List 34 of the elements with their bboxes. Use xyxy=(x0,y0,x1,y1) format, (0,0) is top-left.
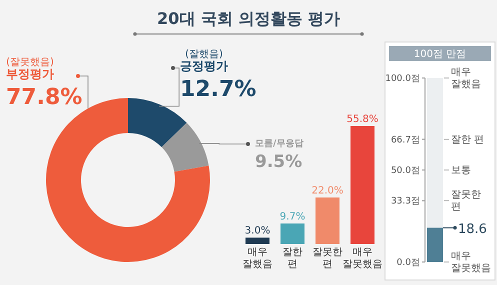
donut-slice xyxy=(162,122,209,172)
chart-title: 100점 만점 xyxy=(414,49,466,60)
data-label: 18.6 xyxy=(458,222,487,237)
data-label: 9.7% xyxy=(280,211,306,222)
y-tick-label: 66.7점 xyxy=(390,135,420,146)
bar xyxy=(246,238,270,244)
x-tick-label: 잘한 편 xyxy=(282,247,302,270)
data-label: 12.7% xyxy=(180,77,256,102)
y-tick-label: 0.0점 xyxy=(396,258,420,268)
bar xyxy=(316,197,340,244)
x-tick-label: 매우 잘했음 xyxy=(242,247,272,270)
data-label: 9.5% xyxy=(255,152,302,172)
ref-line-label: 잘못한 편 xyxy=(451,190,481,213)
ref-line-label: 잘한 편 xyxy=(451,134,484,146)
data-label: 3.0% xyxy=(244,226,270,237)
data-label: 22.0% xyxy=(312,185,344,196)
chart-title: 20대 국회 의정활동 평가 xyxy=(157,9,340,28)
bar xyxy=(280,223,304,244)
y-tick-label: 50.0점 xyxy=(390,166,420,176)
text: (잘했음) xyxy=(185,49,223,60)
x-tick-label: 매우 잘못했음 xyxy=(342,247,382,270)
slice-label: 긍정평가 xyxy=(180,59,228,73)
y-tick-label: 33.3점 xyxy=(390,196,420,207)
data-label: 77.8% xyxy=(6,85,82,110)
bar xyxy=(350,126,374,244)
slice-label: 모름/무응답 xyxy=(255,139,304,149)
text: (잘못했음) xyxy=(6,57,54,68)
data-label: 55.8% xyxy=(346,114,378,125)
y-tick-label: 100.0점 xyxy=(385,74,420,84)
ref-line-label: 매우 잘했음 xyxy=(451,67,481,90)
slice-label: 부정평가 xyxy=(6,67,54,81)
ref-line-label: 보통 xyxy=(451,165,471,176)
donut-slice xyxy=(128,98,187,148)
x-tick-label: 잘못한 편 xyxy=(312,247,342,270)
